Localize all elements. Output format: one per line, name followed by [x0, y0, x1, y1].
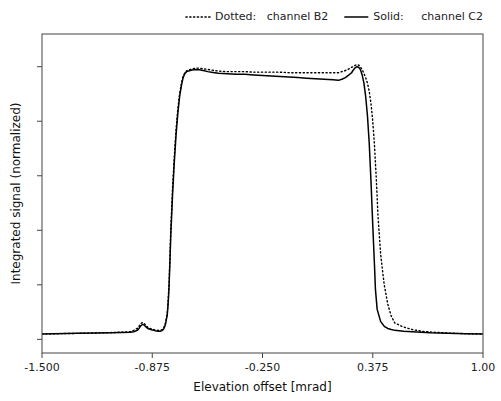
- y-axis: [37, 67, 42, 340]
- series-group: [42, 65, 483, 334]
- legend-item: Solid: channel C2: [344, 10, 483, 23]
- y-tick: [37, 175, 42, 176]
- x-tick-label: -0.875: [135, 361, 170, 374]
- legend: Dotted: channel B2 Solid: channel C2: [186, 10, 483, 23]
- x-tick: [483, 353, 484, 358]
- x-axis: -1.500 -0.875 -0.250 0.375 1.00: [24, 353, 495, 374]
- plot-frame: [42, 34, 483, 353]
- x-axis-label: Elevation offset [mrad]: [193, 380, 331, 394]
- y-tick: [37, 284, 42, 285]
- x-tick: [152, 353, 153, 358]
- y-tick: [37, 121, 42, 122]
- y-tick: [37, 230, 42, 231]
- x-tick: [42, 353, 43, 358]
- y-axis-label: Integrated signal (normalized): [9, 102, 23, 284]
- x-tick-label: 1.00: [471, 361, 496, 374]
- x-tick-label: 0.375: [357, 361, 389, 374]
- legend-item: Dotted: channel B2: [186, 10, 328, 23]
- x-tick: [372, 353, 373, 358]
- x-tick-label: -0.250: [245, 361, 280, 374]
- chart: -1.500 -0.875 -0.250 0.375 1.00 Elevation off…: [0, 0, 501, 401]
- line-dotted: [42, 65, 483, 334]
- legend-handle: [344, 16, 368, 18]
- legend-label: Solid: channel C2: [373, 10, 483, 23]
- legend-handle: [186, 16, 210, 18]
- line-solid: [42, 67, 483, 334]
- y-tick: [37, 339, 42, 340]
- y-tick: [37, 66, 42, 67]
- legend-label: Dotted: channel B2: [215, 10, 328, 23]
- x-tick: [262, 353, 263, 358]
- x-tick-label: -1.500: [24, 361, 59, 374]
